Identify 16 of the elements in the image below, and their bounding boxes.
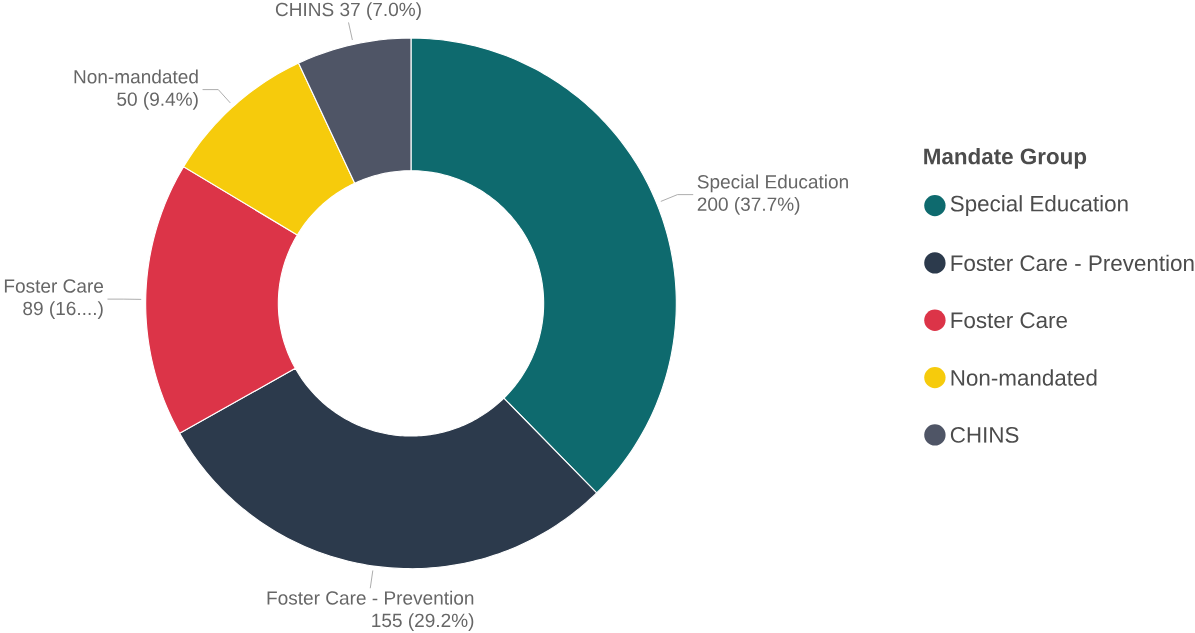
legend-label: Foster Care [951,312,1067,329]
slice-label: CHINS [275,2,334,17]
data-label: 37 (7.0%) [340,2,421,20]
slice-label: Foster Care [4,279,104,293]
legend-label: Non-mandated [951,369,1097,386]
slice-label: Non-mandated [74,69,198,84]
data-label: 89 (16....) [23,301,103,319]
legend-label: CHINS [950,426,1019,443]
slice-label: Special Education [697,174,848,193]
data-label: 50 (9.4%) [117,91,198,110]
legend-label: Special Education [950,195,1128,216]
data-label: 200 (37.7%) [697,196,800,215]
data-label: 155 (29.2%) [372,613,474,631]
slice-label: Foster Care - Prevention [267,590,474,605]
legend-label: Foster Care - Prevention [951,254,1194,272]
legend-title: Mandate Group [924,147,1087,169]
